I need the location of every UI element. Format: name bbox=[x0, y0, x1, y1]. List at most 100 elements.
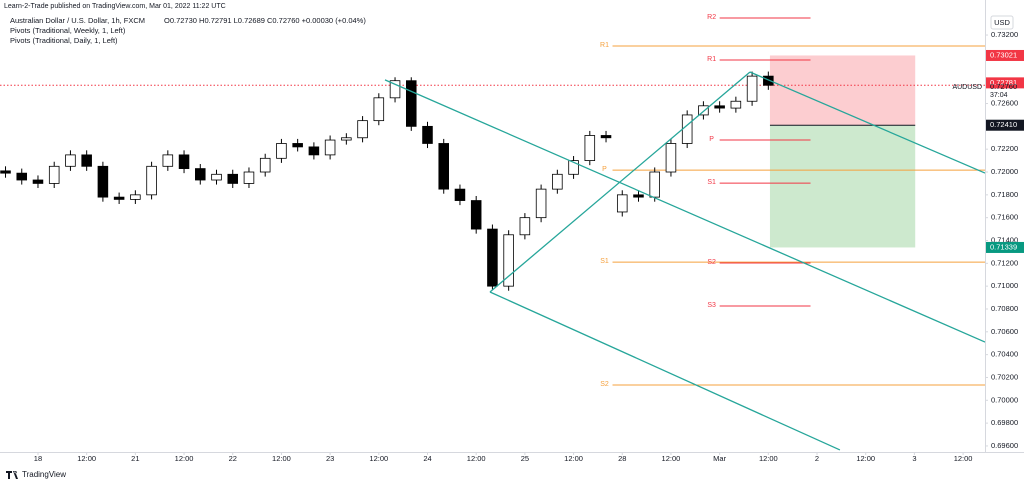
x-tick-label: 12:00 bbox=[77, 454, 96, 463]
y-tick-label: 0.70000 bbox=[991, 395, 1018, 404]
indicator-label: Pivots (Traditional, Daily, 1, Left) bbox=[10, 36, 118, 45]
last-price-label: 0.72760 bbox=[990, 82, 1017, 91]
y-tick-label: 0.71000 bbox=[991, 281, 1018, 290]
pivot-label: S2 bbox=[600, 381, 609, 388]
countdown: 37:04 bbox=[990, 92, 1008, 99]
candle-body bbox=[714, 105, 725, 109]
pivot-label: S1 bbox=[600, 258, 609, 265]
x-tick-label: 12:00 bbox=[856, 454, 875, 463]
currency-box[interactable] bbox=[990, 15, 1014, 30]
y-tick-label: 0.71400 bbox=[991, 235, 1018, 244]
x-tick-label: 12:00 bbox=[564, 454, 583, 463]
y-tick-label: 0.70600 bbox=[991, 327, 1018, 336]
price-tag-label: 0.73021 bbox=[990, 50, 1017, 59]
candle-body bbox=[243, 171, 255, 184]
axes: 18 12:00 21 12:00 22 12:00 2 3 12:00 24 12:00 25 12:… bbox=[34, 30, 1024, 463]
indicator-label: Pivots (Traditional, Weekly, 1, Left) bbox=[10, 26, 126, 35]
chart-title: Australian Dollar / U.S. Dollar, 1h, FXC… bbox=[10, 16, 145, 25]
candle-body bbox=[568, 160, 579, 175]
currency[interactable]: USD bbox=[994, 18, 1010, 27]
pivot-label: R2 bbox=[707, 14, 716, 21]
y-tick-label: 0.72600 bbox=[991, 99, 1018, 108]
candle-body bbox=[584, 135, 596, 161]
price-tag bbox=[986, 119, 1024, 131]
x-tick-label: 25 bbox=[521, 454, 529, 463]
price-tag bbox=[986, 49, 1024, 61]
pivot-label: S2 bbox=[707, 259, 716, 266]
candle-body bbox=[470, 200, 482, 230]
y-tick-label: 0.69800 bbox=[991, 418, 1018, 427]
candle-body bbox=[373, 97, 385, 122]
candle-body bbox=[195, 168, 206, 181]
brand-logo bbox=[6, 471, 18, 479]
candle-body bbox=[48, 165, 60, 184]
x-tick-label: 12:00 bbox=[369, 454, 388, 463]
candle-body bbox=[65, 154, 76, 167]
brand: TradingView bbox=[22, 470, 66, 479]
candle-body bbox=[308, 146, 320, 156]
candle-body bbox=[763, 75, 774, 86]
x-tick-label: 3 bbox=[912, 454, 916, 463]
candle-body bbox=[32, 179, 44, 184]
price-tag bbox=[986, 241, 1024, 253]
candle-body bbox=[405, 80, 417, 127]
y-tick-label: 0.70200 bbox=[991, 372, 1018, 381]
candle-body bbox=[211, 173, 222, 181]
y-tick-label: 0.70800 bbox=[991, 304, 1018, 313]
candle-body bbox=[178, 154, 190, 169]
x-tick-label: 24 bbox=[423, 454, 431, 463]
candle-body bbox=[503, 234, 514, 287]
candle-body bbox=[438, 143, 449, 190]
candle-body bbox=[649, 171, 660, 198]
candle-body bbox=[341, 137, 352, 141]
candle-body bbox=[16, 172, 28, 181]
x-tick-label: 18 bbox=[34, 454, 42, 463]
candle-body bbox=[276, 143, 287, 159]
y-tick-label: 0.71800 bbox=[991, 190, 1018, 199]
pivot-label: P bbox=[709, 136, 714, 143]
ohlc-legend: O0.72730 H0.72791 L0.72689 C0.72760 +0.0… bbox=[164, 16, 366, 25]
symbol-label: AUDUSD bbox=[952, 84, 982, 91]
x-tick-label: 2 bbox=[815, 454, 819, 463]
candle-body bbox=[81, 154, 92, 167]
candle-body bbox=[259, 157, 271, 173]
candle-body bbox=[146, 165, 157, 196]
publisher: Learn-2-Trade published on TradingView.c… bbox=[4, 3, 226, 10]
loss-zone bbox=[769, 125, 916, 248]
pivot-label: S1 bbox=[707, 179, 716, 186]
candle-body bbox=[552, 173, 563, 190]
pivot-label: R1 bbox=[707, 56, 716, 63]
candle-body bbox=[519, 217, 531, 236]
candle-body bbox=[324, 139, 336, 156]
trend-line bbox=[384, 79, 985, 343]
x-tick-label: 12:00 bbox=[662, 454, 681, 463]
candle-body bbox=[292, 143, 303, 148]
trend-line bbox=[489, 71, 751, 293]
y-tick-label: 0.72000 bbox=[991, 167, 1018, 176]
candle-body bbox=[422, 125, 433, 144]
candle-body bbox=[227, 173, 239, 184]
candle-body bbox=[487, 228, 498, 287]
candle-body bbox=[0, 170, 11, 174]
plot-area: R1 P S1 S2 R2 R1 P S1 S2 S3 bbox=[0, 14, 985, 451]
x-tick-label: 12:00 bbox=[467, 454, 486, 463]
candle-body bbox=[746, 75, 758, 102]
candle-body bbox=[535, 188, 547, 219]
candle-body bbox=[698, 105, 709, 116]
y-tick-label: 0.71200 bbox=[991, 258, 1018, 267]
candle-body bbox=[665, 143, 677, 173]
candle-body bbox=[454, 188, 466, 201]
candle-body bbox=[162, 154, 174, 167]
y-tick-label: 0.71600 bbox=[991, 213, 1018, 222]
x-tick-label: 12:00 bbox=[759, 454, 778, 463]
x-tick-label: 22 bbox=[229, 454, 237, 463]
x-tick-label: 28 bbox=[618, 454, 626, 463]
candle-body bbox=[97, 165, 109, 198]
candle-body bbox=[357, 120, 368, 139]
pivot-label: R1 bbox=[600, 42, 609, 49]
y-tick-label: 0.70400 bbox=[991, 350, 1018, 359]
pivot-label: P bbox=[602, 166, 607, 173]
x-tick-label: 21 bbox=[131, 454, 139, 463]
candle-body bbox=[616, 194, 628, 213]
